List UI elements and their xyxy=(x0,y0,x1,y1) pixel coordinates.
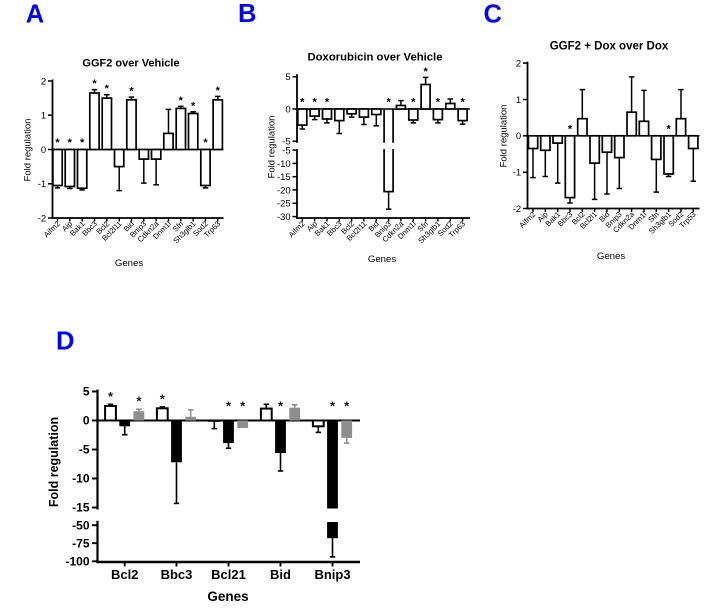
svg-text:5: 5 xyxy=(83,385,90,399)
svg-text:0: 0 xyxy=(41,145,46,156)
svg-text:-5: -5 xyxy=(79,443,90,457)
svg-text:Genes: Genes xyxy=(597,251,625,262)
svg-text:*: * xyxy=(460,97,465,109)
svg-text:1: 1 xyxy=(516,95,521,106)
svg-text:Bcl2: Bcl2 xyxy=(111,567,138,582)
svg-text:D: D xyxy=(56,328,74,356)
svg-text:0: 0 xyxy=(285,104,290,115)
svg-text:*: * xyxy=(203,137,208,149)
svg-text:0: 0 xyxy=(516,131,521,142)
svg-text:-10: -10 xyxy=(72,472,90,486)
svg-text:*: * xyxy=(240,399,246,414)
svg-text:*: * xyxy=(108,389,114,404)
svg-text:Genes: Genes xyxy=(368,254,396,265)
svg-text:-5: -5 xyxy=(282,146,290,157)
svg-text:-2: -2 xyxy=(513,204,521,215)
svg-text:*: * xyxy=(325,97,330,109)
svg-text:*: * xyxy=(105,83,110,95)
svg-text:2: 2 xyxy=(516,59,521,70)
svg-text:*: * xyxy=(191,100,196,112)
svg-text:Doxorubicin over Vehicle: Doxorubicin over Vehicle xyxy=(308,52,443,64)
svg-text:*: * xyxy=(423,66,428,78)
svg-text:*: * xyxy=(136,394,142,409)
svg-text:-20: -20 xyxy=(277,185,291,196)
svg-text:*: * xyxy=(300,97,305,109)
svg-text:1: 1 xyxy=(41,111,46,122)
svg-text:*: * xyxy=(179,95,184,107)
svg-text:*: * xyxy=(344,399,350,414)
svg-text:*: * xyxy=(278,399,284,414)
svg-text:2: 2 xyxy=(41,76,46,87)
svg-text:*: * xyxy=(129,86,134,98)
svg-text:C: C xyxy=(484,0,502,28)
svg-text:*: * xyxy=(68,137,73,149)
svg-text:A: A xyxy=(26,1,44,29)
svg-text:-50: -50 xyxy=(72,518,90,532)
svg-text:Fold regulation: Fold regulation xyxy=(23,119,34,182)
svg-text:-75: -75 xyxy=(72,536,90,550)
svg-text:*: * xyxy=(92,78,97,90)
svg-text:*: * xyxy=(80,137,85,149)
svg-text:GGF2 over Vehicle: GGF2 over Vehicle xyxy=(82,58,179,70)
svg-text:Bbc3: Bbc3 xyxy=(161,567,193,582)
svg-text:B: B xyxy=(238,0,256,28)
svg-text:*: * xyxy=(411,97,416,109)
svg-text:0: 0 xyxy=(83,414,90,428)
svg-text:-1: -1 xyxy=(38,179,46,190)
svg-text:*: * xyxy=(160,391,166,406)
svg-text:*: * xyxy=(312,97,317,109)
svg-text:*: * xyxy=(666,123,671,135)
svg-text:Fold regulation: Fold regulation xyxy=(267,116,278,179)
svg-text:Genes: Genes xyxy=(115,258,143,269)
svg-text:*: * xyxy=(330,399,336,414)
svg-text:*: * xyxy=(216,85,221,97)
svg-text:*: * xyxy=(568,123,573,135)
svg-text:-5: -5 xyxy=(282,137,290,148)
svg-text:*: * xyxy=(55,137,60,149)
svg-text:-15: -15 xyxy=(277,172,291,183)
svg-text:-25: -25 xyxy=(277,199,291,210)
svg-text:Genes: Genes xyxy=(207,589,248,604)
svg-text:-10: -10 xyxy=(277,159,291,170)
svg-text:-1: -1 xyxy=(513,168,521,179)
svg-text:-15: -15 xyxy=(72,501,90,515)
svg-text:5: 5 xyxy=(285,72,290,83)
svg-text:Bnip3: Bnip3 xyxy=(314,567,350,582)
svg-text:-30: -30 xyxy=(277,212,291,223)
svg-text:*: * xyxy=(226,399,232,414)
svg-text:-2: -2 xyxy=(38,213,46,224)
svg-text:Bcl21: Bcl21 xyxy=(211,567,246,582)
svg-text:Fold regulation: Fold regulation xyxy=(499,105,510,168)
svg-text:*: * xyxy=(386,97,391,109)
svg-text:*: * xyxy=(436,97,441,109)
svg-text:Bid: Bid xyxy=(270,567,291,582)
svg-text:GGF2 + Dox over Dox: GGF2 + Dox over Dox xyxy=(550,40,669,52)
svg-text:Fold regulation: Fold regulation xyxy=(47,417,61,507)
svg-text:-100: -100 xyxy=(65,555,89,569)
